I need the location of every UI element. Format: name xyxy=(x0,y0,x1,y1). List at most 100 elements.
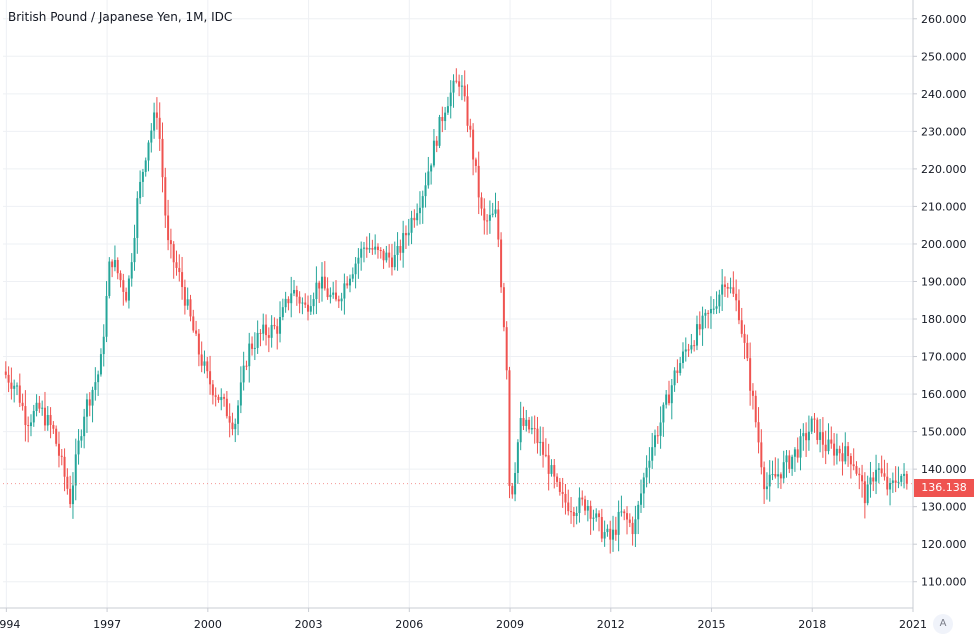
candle-body xyxy=(323,276,326,289)
candle-body xyxy=(253,347,256,349)
candle-body xyxy=(578,497,581,514)
candle-body xyxy=(690,345,693,350)
candle-body xyxy=(721,284,724,295)
candle-body xyxy=(765,486,768,490)
candle-body xyxy=(4,371,7,375)
candle-body xyxy=(676,370,679,373)
candle-body xyxy=(785,455,788,463)
candle-body xyxy=(866,484,869,504)
candle-body xyxy=(404,233,407,236)
candle-body xyxy=(348,278,351,286)
candle-body xyxy=(133,237,136,263)
candle-body xyxy=(757,422,760,443)
candle-body xyxy=(900,475,903,482)
candle-body xyxy=(905,473,908,484)
candle-body xyxy=(620,511,623,513)
candle-body xyxy=(111,261,114,268)
candle-body xyxy=(407,232,410,236)
candle-body xyxy=(10,382,13,389)
candle-body xyxy=(192,316,195,331)
auto-scale-button[interactable]: A xyxy=(933,614,953,634)
candle-body xyxy=(880,468,883,474)
candle-body xyxy=(558,481,561,492)
candle-body xyxy=(172,244,175,263)
candle-body xyxy=(480,197,483,209)
candle-body xyxy=(833,443,836,456)
candle-body xyxy=(883,473,886,477)
candle-body xyxy=(382,250,385,261)
candle-body xyxy=(273,324,276,327)
candle-body xyxy=(472,129,475,160)
y-tick-label: 150.000 xyxy=(921,426,967,439)
candle-body xyxy=(80,436,83,441)
candle-body xyxy=(645,467,648,478)
candle-body xyxy=(651,447,654,461)
candle-body xyxy=(796,449,799,458)
candle-body xyxy=(326,288,329,298)
candle-body xyxy=(211,384,214,396)
candle-body xyxy=(824,444,827,452)
candle-body xyxy=(169,240,172,245)
y-tick-label: 220.000 xyxy=(921,163,967,176)
candle-body xyxy=(13,385,16,389)
candle-body xyxy=(550,465,553,474)
candle-body xyxy=(791,456,794,469)
candle-body xyxy=(463,85,466,97)
candle-body xyxy=(715,306,718,309)
candle-body xyxy=(575,513,578,516)
candle-body xyxy=(754,395,757,423)
candle-body xyxy=(164,177,167,216)
candle-body xyxy=(315,282,318,300)
x-tick-label: 2021 xyxy=(899,618,927,631)
candle-body xyxy=(561,491,564,494)
candle-body xyxy=(648,460,651,468)
candle-body xyxy=(206,361,209,372)
x-tick-label: 1997 xyxy=(93,618,121,631)
candle-body xyxy=(494,209,497,214)
candle-body xyxy=(265,324,268,336)
candle-body xyxy=(119,273,122,281)
candle-body xyxy=(108,261,111,296)
candle-body xyxy=(875,469,878,482)
candle-body xyxy=(301,302,304,304)
candle-body xyxy=(270,324,273,338)
candle-body xyxy=(144,160,147,172)
candle-body xyxy=(488,214,491,221)
candle-body xyxy=(556,476,559,482)
candle-body xyxy=(872,477,875,482)
candle-body xyxy=(863,481,866,504)
candle-body xyxy=(298,296,301,304)
candle-body xyxy=(746,342,749,359)
candle-body xyxy=(894,480,897,483)
candle-body xyxy=(49,415,52,425)
candle-body xyxy=(525,419,528,426)
candle-body xyxy=(256,332,259,348)
y-tick-label: 140.000 xyxy=(921,463,967,476)
candle-body xyxy=(586,505,589,511)
candle-body xyxy=(511,485,514,495)
candle-body xyxy=(231,422,234,430)
candle-body xyxy=(228,416,231,423)
candle-body xyxy=(609,528,612,540)
candle-body xyxy=(153,112,156,131)
candle-body xyxy=(167,215,170,241)
candle-body xyxy=(877,468,880,470)
candle-body xyxy=(242,365,245,383)
candle-body xyxy=(581,497,584,500)
candle-body xyxy=(707,312,710,314)
candle-body xyxy=(430,165,433,172)
candle-body xyxy=(777,474,780,477)
candle-body xyxy=(466,96,469,126)
x-tick-label: 2009 xyxy=(496,618,524,631)
candle-body xyxy=(805,433,808,441)
candle-body xyxy=(354,263,357,275)
y-tick-label: 170.000 xyxy=(921,351,967,364)
candle-body xyxy=(628,519,631,523)
candle-body xyxy=(35,402,38,412)
candle-body xyxy=(376,246,379,250)
candle-body xyxy=(441,116,444,122)
candle-body xyxy=(807,431,810,441)
candle-body xyxy=(158,117,161,139)
candle-body xyxy=(295,289,298,297)
